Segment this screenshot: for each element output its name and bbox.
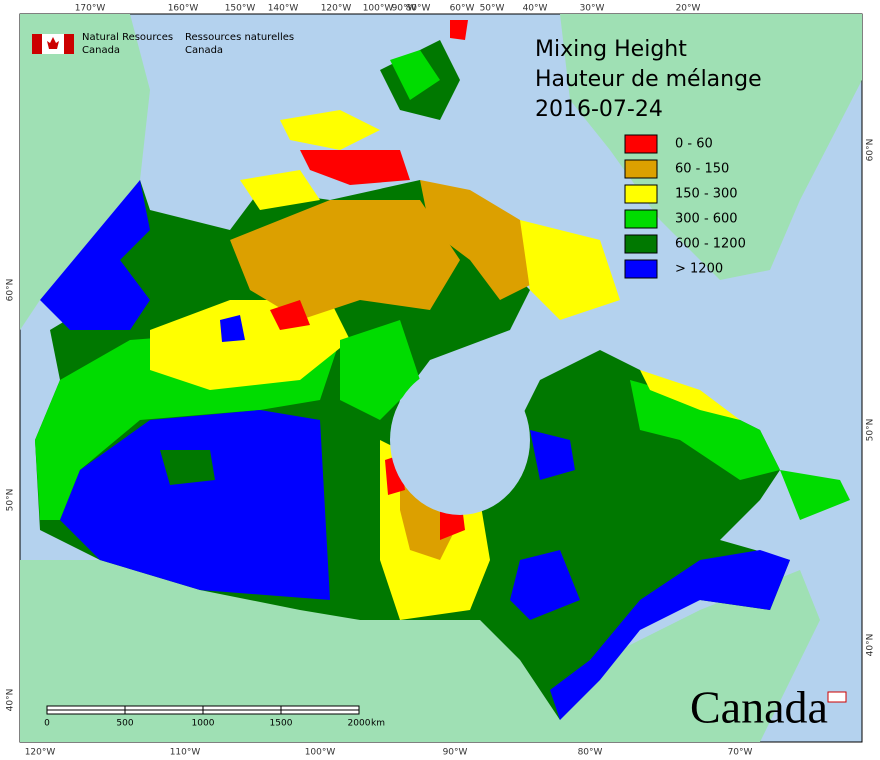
longitude-label: 120°W bbox=[25, 748, 56, 758]
legend-label: 300 - 600 bbox=[675, 212, 738, 227]
mixing-height-zone bbox=[780, 470, 850, 520]
agency-fr: Canada bbox=[185, 45, 223, 56]
mixing-height-zone bbox=[180, 240, 240, 280]
legend-label: 60 - 150 bbox=[675, 162, 729, 177]
legend-swatch bbox=[624, 259, 658, 279]
title: Mixing Height bbox=[535, 37, 687, 62]
date: 2016-07-24 bbox=[535, 97, 663, 122]
wordmark-flag bbox=[827, 691, 847, 703]
longitude-label: 20°W bbox=[676, 4, 701, 14]
mixing-height-zone bbox=[630, 380, 780, 480]
longitude-label: 160°W bbox=[168, 4, 199, 14]
scale-label: 1500 bbox=[270, 719, 293, 729]
maple-leaf bbox=[47, 37, 59, 49]
mixing-height-zone bbox=[270, 300, 310, 330]
title: Hauteur de mélange bbox=[535, 67, 762, 92]
mixing-height-zone bbox=[510, 550, 580, 620]
overlay: 0 - 60 60 - 150 150 - 300 300 - 600 600 - 12… bbox=[6, 4, 876, 758]
longitude-label: 80°W bbox=[578, 748, 603, 758]
longitude-label: 100°W bbox=[305, 748, 336, 758]
latitude-label: 60°N bbox=[6, 279, 16, 302]
longitude-label: 40°W bbox=[523, 4, 548, 14]
mixing-height-zone bbox=[550, 550, 790, 720]
latitude-label: 40°N bbox=[6, 689, 16, 712]
mixing-height-zone bbox=[60, 410, 330, 600]
mixing-height-zone bbox=[220, 315, 245, 342]
flag-band bbox=[32, 34, 42, 54]
legend-label: 0 - 60 bbox=[675, 137, 713, 152]
mixing-height-zone bbox=[240, 170, 320, 210]
scale-label: 2000 bbox=[348, 719, 371, 729]
scale-segment bbox=[280, 709, 360, 715]
agency-fr: Ressources naturelles bbox=[185, 32, 294, 43]
foreign-land bbox=[20, 14, 862, 742]
latitude-label: 50°N bbox=[6, 489, 16, 512]
wordmark: Canada bbox=[690, 682, 828, 733]
legend-swatch bbox=[624, 159, 658, 179]
hudson-bay bbox=[390, 365, 530, 515]
longitude-label: 120°W bbox=[321, 4, 352, 14]
longitude-label: 110°W bbox=[170, 748, 201, 758]
mixing-height-zone bbox=[280, 110, 380, 150]
scale-segment bbox=[202, 705, 282, 711]
mixing-height-zone bbox=[340, 320, 420, 420]
longitude-label: 90°W bbox=[392, 4, 417, 14]
longitude-label: 80°W bbox=[406, 4, 431, 14]
mixing-height-zone bbox=[300, 150, 410, 185]
longitude-label: 140°W bbox=[268, 4, 299, 14]
longitude-label: 150°W bbox=[225, 4, 256, 14]
longitude-label: 70°W bbox=[728, 748, 753, 758]
scale-segment bbox=[124, 709, 204, 715]
scale-label: 500 bbox=[116, 719, 133, 729]
legend-label: > 1200 bbox=[675, 262, 723, 277]
scale-unit: km bbox=[371, 719, 385, 729]
flag-band bbox=[64, 34, 74, 54]
longitude-label: 170°W bbox=[75, 4, 106, 14]
scale-label: 0 bbox=[44, 719, 50, 729]
legend-swatch bbox=[624, 134, 658, 154]
legend-swatch bbox=[624, 234, 658, 254]
latitude-label: 50°N bbox=[866, 419, 876, 442]
latitude-label: 40°N bbox=[866, 634, 876, 657]
legend-label: 600 - 1200 bbox=[675, 237, 746, 252]
legend-swatch bbox=[624, 209, 658, 229]
longitude-label: 60°W bbox=[450, 4, 475, 14]
scale-segment bbox=[280, 705, 360, 711]
mixing-height-zone bbox=[450, 20, 468, 40]
scale-segment bbox=[46, 709, 126, 715]
longitude-label: 90°W bbox=[443, 748, 468, 758]
mixing-height-zone bbox=[390, 50, 440, 100]
mixing-height-zone bbox=[530, 430, 575, 480]
mixing-height-zone bbox=[420, 180, 540, 300]
mixing-height-zone bbox=[160, 450, 215, 485]
mixing-height-zone bbox=[640, 370, 740, 420]
mixing-height-zone bbox=[40, 180, 150, 330]
scale-segment bbox=[124, 705, 204, 711]
agency-en: Canada bbox=[82, 45, 120, 56]
mixing-height-zone bbox=[230, 200, 460, 320]
longitude-label: 30°W bbox=[580, 4, 605, 14]
agency-en: Natural Resources bbox=[82, 32, 173, 43]
scale-segment bbox=[202, 709, 282, 715]
longitude-label: 50°W bbox=[480, 4, 505, 14]
legend-label: 150 - 300 bbox=[675, 187, 738, 202]
scale-segment bbox=[46, 705, 126, 711]
scale-label: 1000 bbox=[192, 719, 215, 729]
latitude-label: 60°N bbox=[866, 139, 876, 162]
mixing-height-zone bbox=[520, 220, 620, 320]
longitude-label: 100°W bbox=[363, 4, 394, 14]
legend-swatch bbox=[624, 184, 658, 204]
